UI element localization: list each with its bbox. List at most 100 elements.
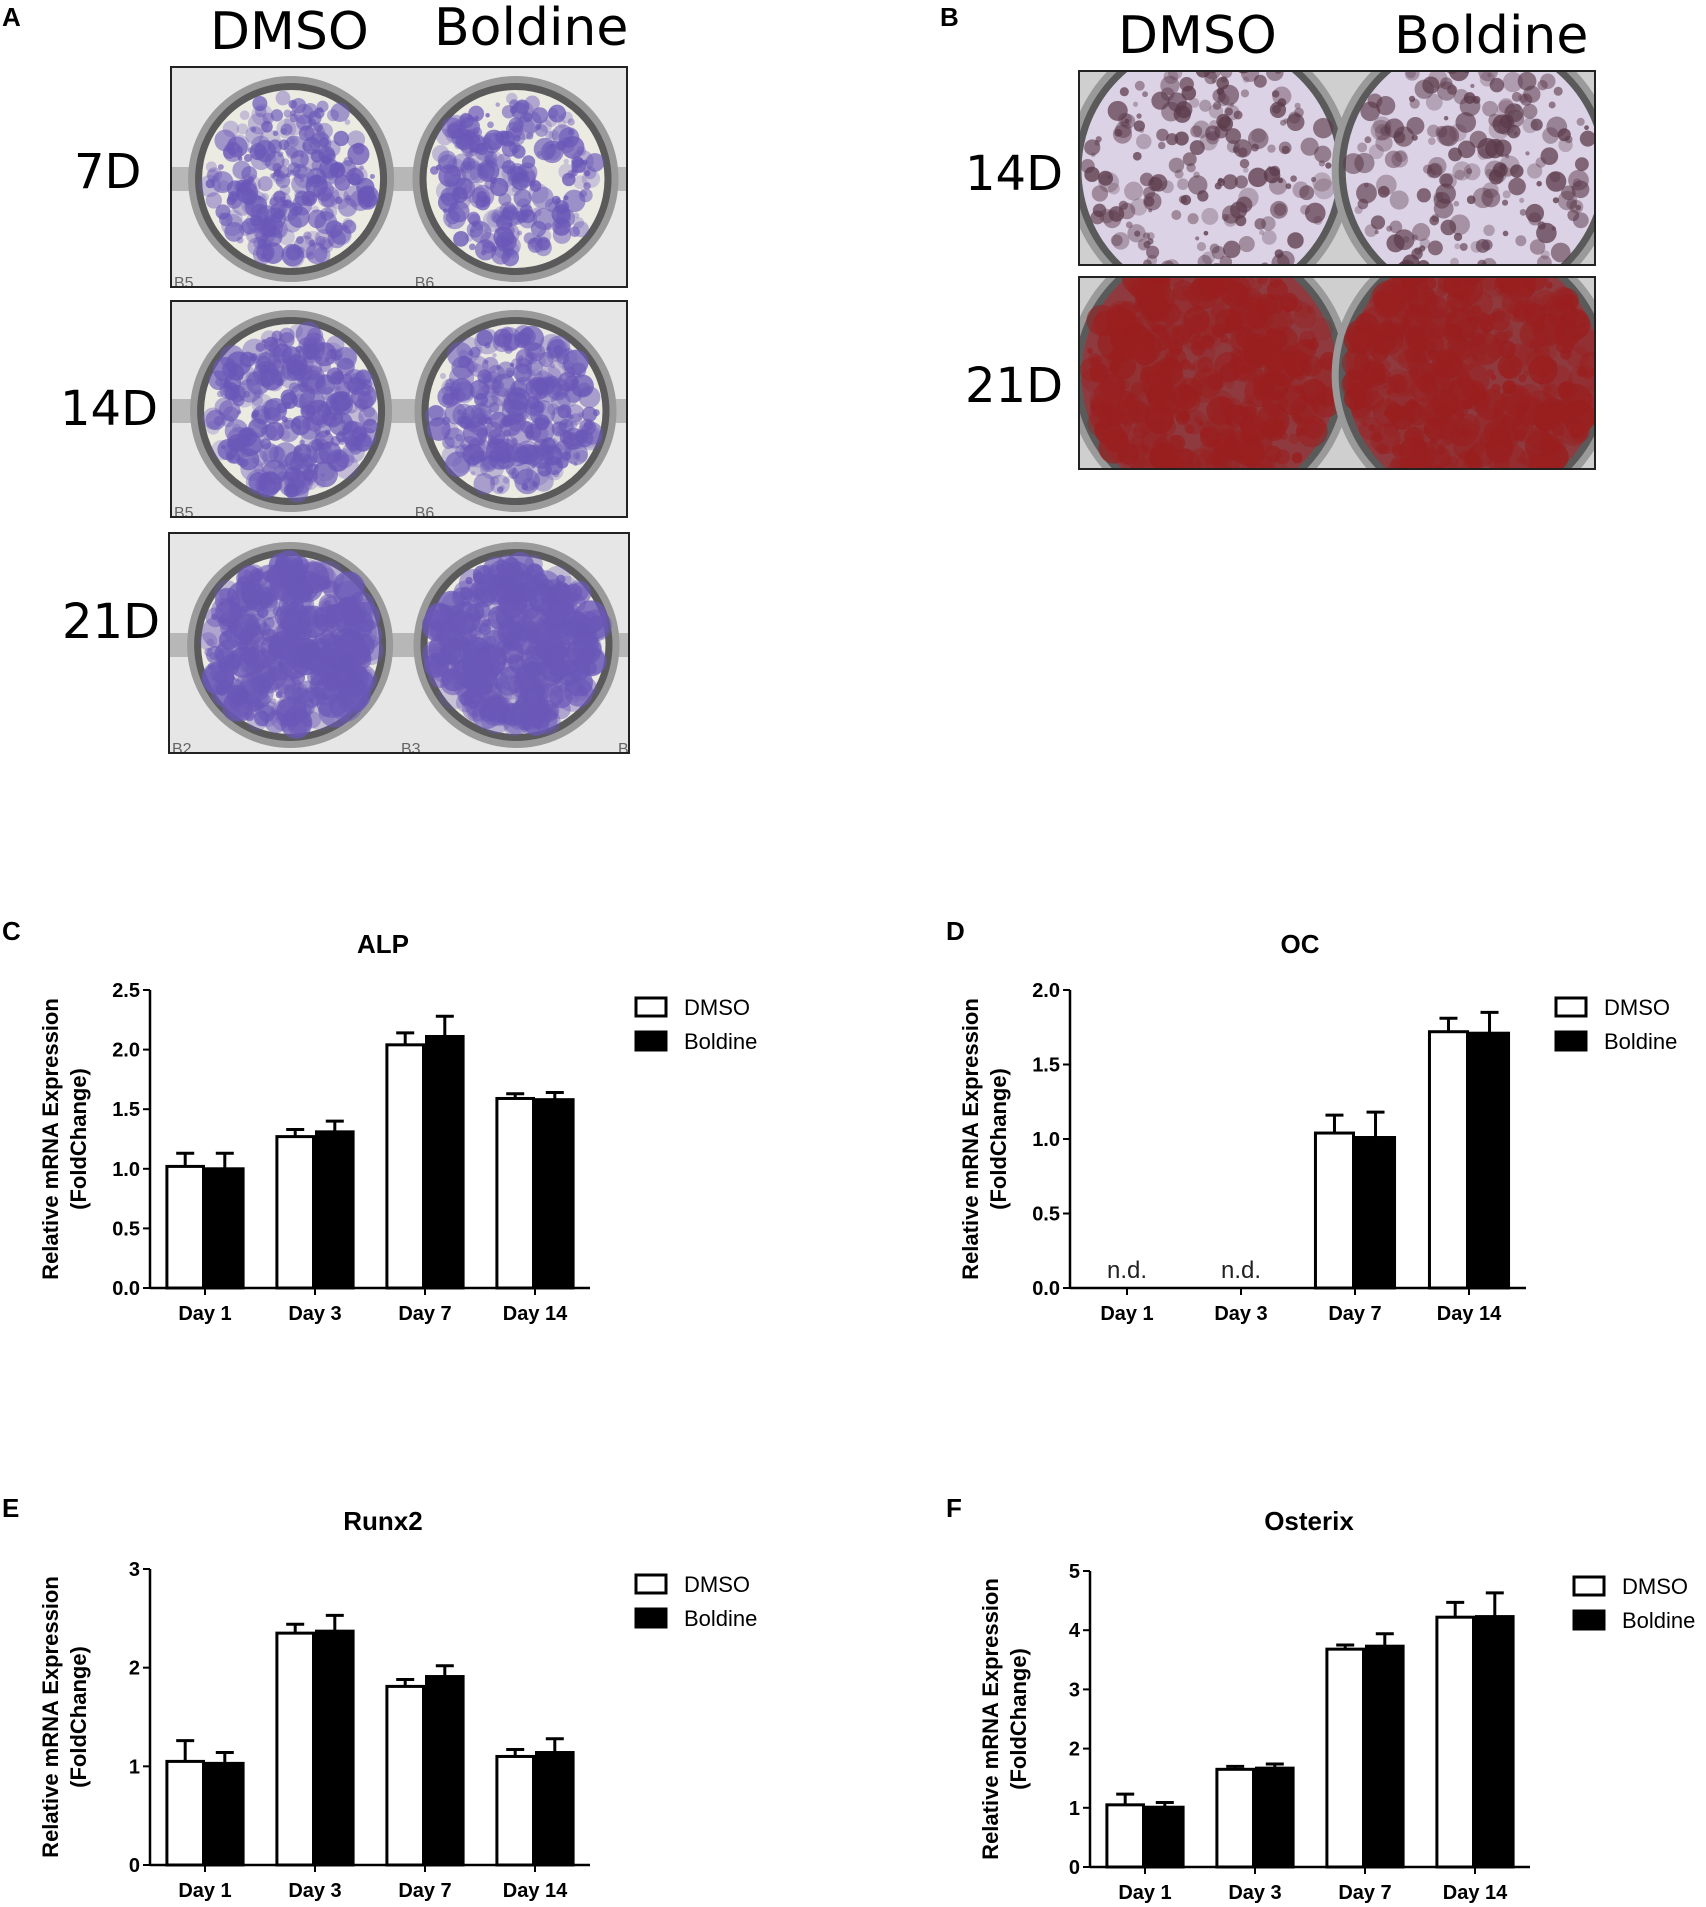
bar-dmso [1429, 1032, 1467, 1288]
chart-title: ALP [357, 929, 409, 959]
y-tick-label: 2.0 [1032, 980, 1060, 1002]
panel-a-well-label: B6 [415, 505, 435, 518]
bar-boldine [427, 1677, 464, 1865]
y-tick-label: 0.5 [1032, 1204, 1060, 1226]
x-tick-label: Day 1 [178, 1303, 231, 1325]
x-tick-label: Day 1 [178, 1880, 231, 1902]
panel-a-well-label: B5 [174, 505, 194, 518]
bar-dmso [167, 1166, 204, 1288]
y-tick-label: 0 [129, 1855, 140, 1877]
bar-dmso [1437, 1617, 1474, 1867]
legend-swatch-boldine [636, 1609, 666, 1627]
x-tick-label: Day 14 [1437, 1303, 1502, 1325]
chart-title: Osterix [1264, 1506, 1354, 1536]
y-tick-label: 2 [129, 1658, 140, 1680]
y-tick-label: 1 [129, 1756, 140, 1778]
panel-a-well-boldine [415, 310, 617, 512]
x-tick-label: Day 14 [1443, 1882, 1508, 1904]
bar-dmso [277, 1137, 314, 1288]
x-tick-label: Day 7 [1338, 1882, 1391, 1904]
panel-a-row-label: 7D [74, 148, 142, 196]
bar-dmso [1217, 1769, 1254, 1867]
panel-letter: F [946, 1493, 962, 1523]
bar-boldine [1471, 1033, 1509, 1288]
x-tick-label: Day 14 [503, 1880, 568, 1902]
bar-dmso [1315, 1133, 1353, 1288]
x-tick-label: Day 1 [1100, 1303, 1153, 1325]
bar-boldine [317, 1631, 354, 1865]
panel-a-well-boldine [414, 542, 620, 748]
legend-label: Boldine [1622, 1608, 1695, 1633]
legend-swatch-dmso [1574, 1577, 1604, 1595]
y-tick-label: 1.5 [112, 1099, 140, 1121]
panel-letter-a: A [2, 2, 21, 33]
y-tick-label: 0 [1069, 1857, 1080, 1879]
legend-swatch-boldine [1574, 1611, 1604, 1629]
y-tick-label: 2 [1069, 1739, 1080, 1761]
panel-a-row-label: 21D [62, 598, 160, 646]
bar-boldine [207, 1169, 244, 1288]
y-axis-label: Relative mRNA Expression(FoldChange) [38, 1576, 91, 1858]
bar-dmso [387, 1045, 424, 1288]
legend-label: DMSO [1604, 995, 1670, 1020]
bar-boldine [1147, 1807, 1184, 1867]
y-tick-label: 3 [1069, 1679, 1080, 1701]
panel-a-well-dmso [190, 310, 392, 512]
panel-a-well-dmso [187, 542, 393, 748]
panel-letter: C [2, 916, 21, 946]
legend-swatch-dmso [636, 998, 666, 1016]
x-tick-label: Day 7 [398, 1303, 451, 1325]
y-axis-label: Relative mRNA Expression(FoldChange) [958, 998, 1011, 1280]
bar-boldine [537, 1100, 574, 1288]
panel-b-well-dmso [1080, 72, 1352, 266]
y-tick-label: 1.0 [1032, 1129, 1060, 1151]
panel-a-well-label: B [618, 741, 629, 754]
x-tick-label: Day 7 [1328, 1303, 1381, 1325]
bar-dmso [1107, 1805, 1144, 1867]
bar-dmso [387, 1686, 424, 1865]
bar-boldine [317, 1132, 354, 1288]
legend-swatch-boldine [1556, 1032, 1586, 1050]
legend-label: DMSO [684, 995, 750, 1020]
y-tick-label: 0.0 [112, 1278, 140, 1300]
y-tick-label: 1 [1069, 1798, 1080, 1820]
bar-dmso [497, 1756, 534, 1865]
bar-dmso [497, 1098, 534, 1288]
y-axis-label: Relative mRNA Expression(FoldChange) [978, 1578, 1031, 1860]
x-tick-label: Day 7 [398, 1880, 451, 1902]
x-tick-label: Day 14 [503, 1303, 568, 1325]
legend-label: DMSO [684, 1572, 750, 1597]
bar-dmso [1327, 1649, 1364, 1867]
not-detected-label: n.d. [1221, 1257, 1261, 1284]
bar-boldine [537, 1753, 574, 1865]
x-tick-label: Day 3 [1214, 1303, 1267, 1325]
y-tick-label: 4 [1069, 1620, 1081, 1642]
panel-a-well-boldine [413, 76, 619, 282]
legend-label: Boldine [684, 1029, 757, 1054]
panel-a-well-label: B3 [401, 741, 421, 754]
panel-a-row-label: 14D [60, 385, 158, 433]
bar-dmso [167, 1761, 204, 1865]
y-tick-label: 2.5 [112, 980, 140, 1002]
legend-label: Boldine [1604, 1029, 1677, 1054]
y-tick-label: 1.0 [112, 1159, 140, 1181]
y-tick-label: 3 [129, 1559, 140, 1581]
panel-b-row-label: 14D [965, 150, 1063, 198]
y-tick-label: 1.5 [1032, 1055, 1060, 1077]
x-tick-label: Day 3 [288, 1880, 341, 1902]
panel-b-row-label: 21D [965, 362, 1063, 410]
y-axis-label: Relative mRNA Expression(FoldChange) [38, 998, 91, 1280]
x-tick-label: Day 3 [1228, 1882, 1281, 1904]
legend-label: DMSO [1622, 1574, 1688, 1599]
x-tick-label: Day 1 [1118, 1882, 1171, 1904]
panel-a-well-dmso [188, 76, 394, 282]
panel-b-col-label-boldine: Boldine [1394, 10, 1588, 62]
chart-title: OC [1281, 929, 1320, 959]
bar-boldine [1367, 1646, 1404, 1867]
bar-boldine [1477, 1617, 1514, 1867]
